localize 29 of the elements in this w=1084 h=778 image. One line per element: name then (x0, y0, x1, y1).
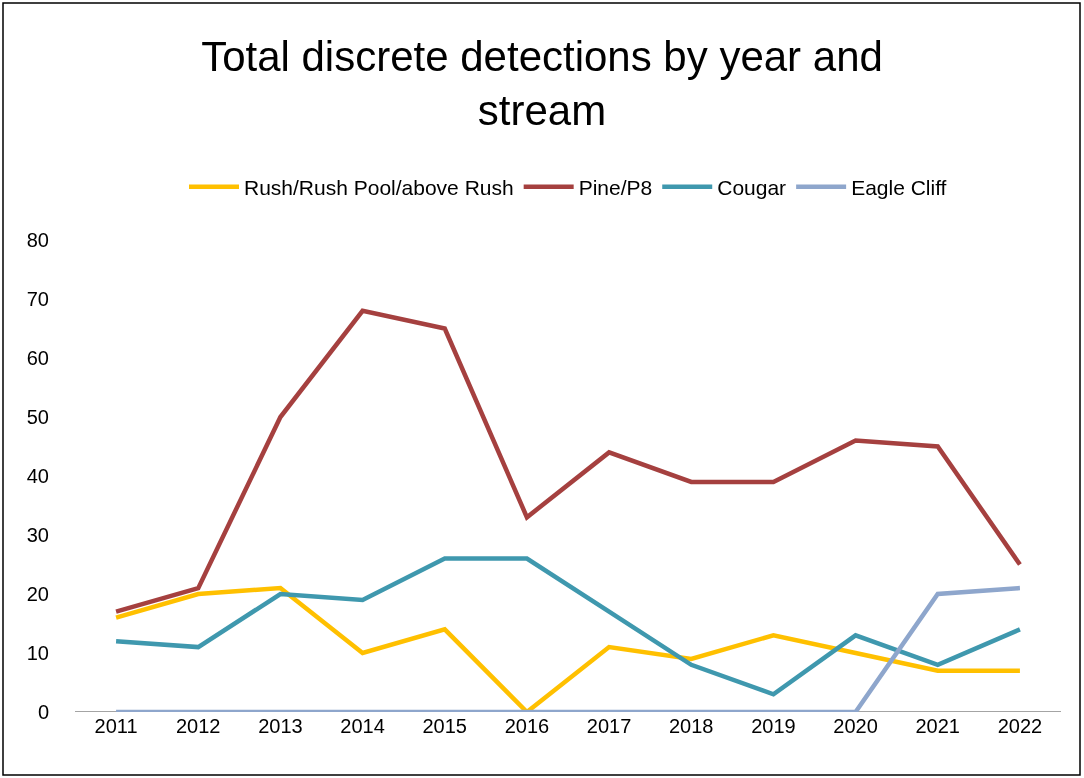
x-tick-label: 2017 (586, 715, 632, 737)
line-series (113, 308, 1023, 614)
legend-label: Pine/P8 (578, 175, 653, 199)
y-tick-label: 0 (37, 701, 49, 723)
x-tick-label: 2020 (833, 715, 878, 737)
x-tick-label: 2022 (997, 715, 1043, 737)
legend-label: Cougar (717, 175, 787, 199)
x-tick-label: 2021 (915, 715, 960, 737)
y-tick-label: 40 (26, 465, 49, 487)
line-series (113, 585, 1023, 712)
y-tick-label: 10 (26, 642, 49, 664)
x-tick-label: 2016 (504, 715, 550, 737)
chart-title: Total discrete detections by year and stream (201, 32, 883, 135)
x-tick-label: 2015 (422, 715, 467, 737)
y-tick-label: 20 (26, 583, 49, 605)
y-tick-label: 70 (26, 288, 49, 310)
x-tick-label: 2014 (340, 715, 385, 737)
y-tick-label: 30 (26, 524, 49, 546)
x-tick-label: 2012 (176, 715, 221, 737)
line-series (113, 556, 1023, 697)
x-tick-label: 2013 (258, 715, 303, 737)
legend-label: Rush/Rush Pool/above Rush (244, 175, 514, 199)
x-tick-label: 2018 (669, 715, 714, 737)
x-tick-label: 2019 (751, 715, 796, 737)
x-tick-label: 2011 (94, 715, 138, 737)
y-tick-label: 50 (26, 406, 49, 428)
y-tick-label: 60 (26, 347, 49, 369)
legend-label: Eagle Cliff (851, 175, 947, 199)
y-tick-label: 80 (26, 229, 49, 251)
